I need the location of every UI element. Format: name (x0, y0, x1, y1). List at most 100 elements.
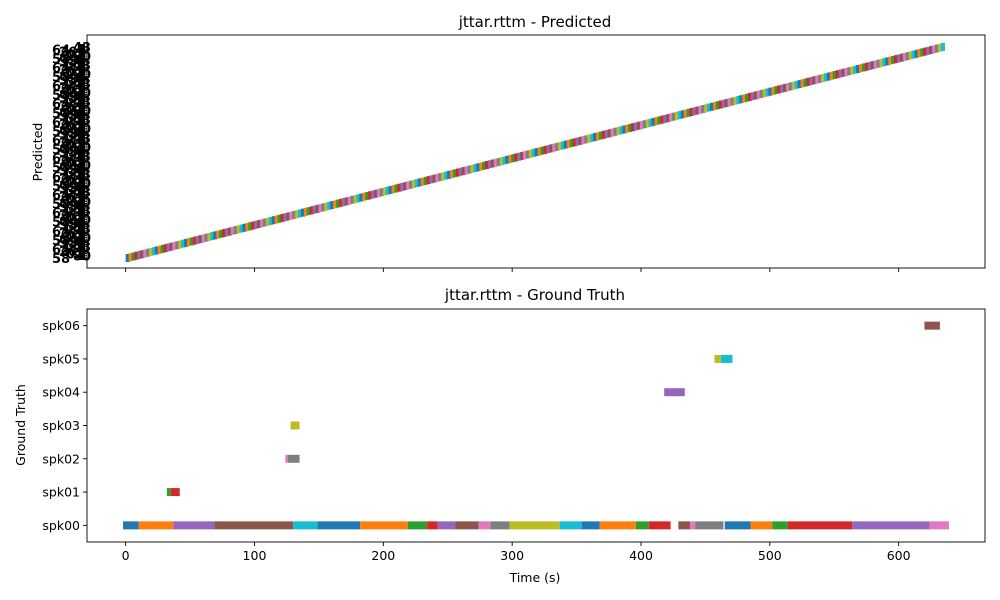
y-tick-label-overlap: 64 (52, 134, 70, 149)
pred-segment (160, 244, 165, 253)
pred-segment (742, 94, 747, 103)
pred-segment (125, 254, 130, 262)
pred-segment (724, 98, 729, 107)
pred-segment (210, 232, 215, 241)
pred-segment (561, 141, 566, 150)
pred-segment (613, 127, 618, 136)
pred-segment (543, 145, 548, 154)
pred-segment (736, 95, 741, 104)
y-tick-label-overlap: 95 (59, 236, 77, 251)
pred-segment (414, 179, 420, 188)
pred-segment (493, 158, 498, 167)
pred-segment (444, 171, 449, 180)
pred-segment (809, 77, 814, 86)
pred-segment (128, 253, 133, 262)
pred-segment (195, 235, 200, 244)
pred-segment (248, 222, 253, 231)
pred-segment (753, 91, 758, 100)
pred-segment (265, 217, 270, 226)
pred-segment (169, 242, 174, 251)
y-tick-label-overlap: 95 (59, 182, 77, 197)
y-tick-label-overlap: 26 (59, 118, 77, 133)
gt-segment (559, 521, 582, 530)
pred-segment (242, 223, 247, 232)
pred-segment (651, 117, 656, 126)
predicted-x-ticks (125, 268, 900, 272)
pred-segment (517, 152, 522, 161)
pred-segment (204, 233, 209, 242)
pred-segment (175, 241, 180, 250)
pred-segment (771, 86, 776, 95)
pred-segment (230, 226, 235, 235)
y-tick-label-overlap: 58 (52, 161, 70, 176)
gt-segment (509, 521, 560, 530)
y-tick-label-overlap: 26 (59, 100, 77, 115)
pred-segment (476, 163, 481, 172)
y-tick-label-overlap: 02 (66, 66, 84, 81)
pred-segment (131, 252, 136, 261)
y-tick-label-overlap: 02 (66, 139, 84, 154)
pred-segment (365, 191, 370, 200)
x-tick-label: 0 (122, 548, 130, 563)
pred-segment (336, 199, 341, 208)
y-tick-label-overlap: 58 (52, 107, 70, 122)
pred-segment (537, 147, 542, 156)
y-tick-label-overlap: 64 (52, 152, 70, 167)
pred-segment (321, 203, 326, 212)
pred-segment (552, 143, 557, 152)
pred-segment (482, 161, 487, 170)
pred-segment (882, 58, 887, 67)
pred-segment (923, 47, 928, 56)
y-tick-label-overlap: 26 (59, 154, 77, 169)
y-tick-label-overlap: 58 (52, 70, 70, 85)
gt-segment (635, 521, 649, 530)
ground-truth-xlabel: Time (s) (509, 570, 561, 585)
y-tick-label: spk01 (42, 485, 80, 500)
predicted-frame (86, 34, 986, 269)
pred-segment (750, 92, 756, 101)
pred-segment (712, 101, 718, 110)
pred-segment (677, 111, 682, 120)
gt-segment (724, 521, 751, 530)
x-tick-label: 500 (758, 548, 782, 563)
pred-segment (584, 135, 589, 144)
y-tick-label-overlap: 95 (59, 164, 77, 179)
gt-segment (455, 521, 479, 530)
pred-segment (864, 62, 869, 71)
pred-segment (487, 160, 493, 169)
pred-segment (426, 176, 431, 185)
pred-segment (359, 193, 364, 202)
y-tick-label-overlap: 26 (59, 64, 77, 79)
pred-segment (429, 175, 434, 184)
y-tick-label-overlap: 26 (59, 209, 77, 224)
gt-segment (123, 521, 139, 530)
y-tick-label-overlap: 02 (66, 247, 84, 262)
y-tick-label-overlap: 95 (59, 73, 77, 88)
pred-segment (286, 212, 291, 221)
pred-segment (505, 155, 510, 164)
y-tick-label-overlap: 39 (66, 75, 84, 90)
pred-segment (356, 194, 361, 203)
pred-segment (502, 156, 507, 165)
pred-segment (151, 247, 157, 256)
pred-segment (251, 221, 256, 230)
pred-segment (441, 172, 446, 181)
y-tick-label-overlap: 39 (66, 220, 84, 235)
pred-segment (800, 79, 805, 88)
pred-segment (844, 67, 849, 76)
predicted-axes: jttar.rttm - Predicted 58800226644339955… (30, 13, 986, 272)
gt-segment (852, 521, 930, 530)
pred-segment (622, 125, 627, 134)
gt-segment (293, 521, 318, 530)
pred-segment (143, 249, 148, 258)
pred-segment (762, 89, 767, 98)
pred-segment (376, 188, 382, 197)
pred-segment (420, 177, 425, 186)
pred-segment (417, 178, 422, 187)
pred-segment (449, 170, 455, 179)
pred-segment (341, 198, 346, 207)
y-tick-label-overlap: 95 (59, 200, 77, 215)
pred-segment (479, 162, 484, 171)
pred-segment (791, 81, 796, 90)
y-tick-label-overlap: 64 (52, 225, 70, 240)
